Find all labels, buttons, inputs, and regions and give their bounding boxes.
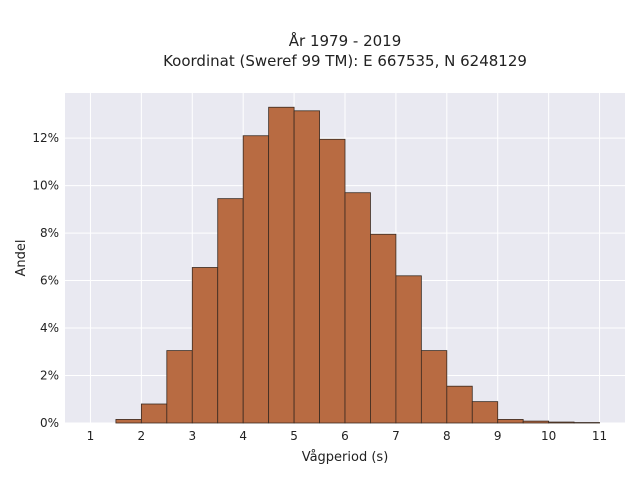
histogram-bar [471,401,499,424]
histogram-bar [420,350,448,424]
y-tick-label: 8% [40,226,59,240]
y-tick-label: 10% [32,179,59,193]
x-tick-label: 2 [138,429,146,443]
y-tick-label: 12% [32,131,59,145]
histogram-bar [370,233,397,424]
x-axis-label: Vågperiod (s) [302,450,389,465]
x-axis-ticks: 1 2 3 4 5 6 7 8 9 10 11 [87,429,608,443]
histogram-bar [268,106,295,424]
y-tick-label: 0% [40,416,59,430]
histogram-bar [242,135,270,424]
chart-subtitle: Koordinat (Sweref 99 TM): E 667535, N 62… [163,52,527,70]
histogram-bar [497,419,524,424]
histogram-bar [344,192,371,424]
histogram-bar [446,385,473,424]
y-tick-label: 2% [40,369,59,383]
x-tick-label: 6 [341,429,349,443]
x-tick-label: 9 [494,429,502,443]
y-tick-label: 6% [40,274,59,288]
x-tick-label: 10 [541,429,556,443]
histogram-bar [522,420,550,424]
histogram-bar [293,110,320,424]
histogram-bar [166,350,193,424]
y-tick-label: 4% [40,321,59,335]
y-axis-ticks: 0% 2% 4% 6% 8% 10% 12% [32,131,59,430]
bars [115,106,600,424]
histogram-bar [217,198,244,424]
x-tick-label: 8 [443,429,451,443]
chart-title: År 1979 - 2019 [289,31,402,50]
x-tick-label: 11 [592,429,607,443]
x-tick-label: 7 [392,429,400,443]
x-tick-label: 5 [290,429,298,443]
histogram-bar [548,421,575,424]
x-tick-label: 1 [87,429,95,443]
x-tick-label: 4 [239,429,247,443]
x-tick-label: 3 [188,429,196,443]
histogram-bar [140,403,168,424]
histogram-bar [395,275,422,424]
histogram-bar [191,267,219,424]
histogram-bar [319,138,346,424]
histogram-bar [115,419,142,424]
y-axis-label: Andel [14,240,29,277]
